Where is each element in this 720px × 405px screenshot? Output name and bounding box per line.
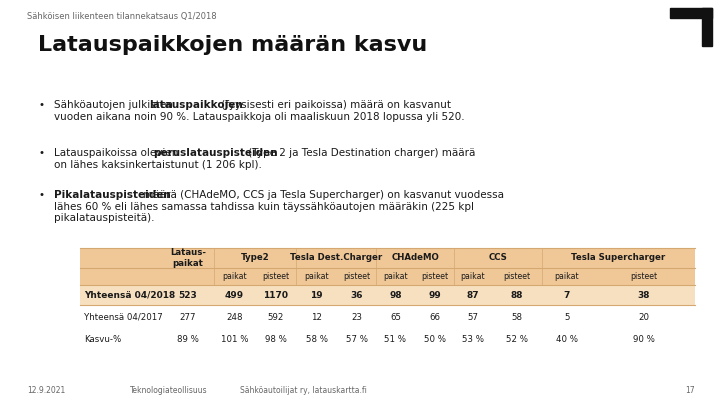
Text: määrä (CHAdeMO, CCS ja Tesla Supercharger) on kasvanut vuodessa: määrä (CHAdeMO, CCS ja Tesla Supercharge… xyxy=(140,190,505,200)
Text: 277: 277 xyxy=(180,313,197,322)
Text: pisteet: pisteet xyxy=(343,272,370,281)
Text: 5: 5 xyxy=(564,313,570,322)
Text: 17: 17 xyxy=(685,386,695,395)
Text: 1170: 1170 xyxy=(263,290,288,300)
Text: 88: 88 xyxy=(510,290,523,300)
Text: vuoden aikana noin 90 %. Latauspaikkoja oli maaliskuun 2018 lopussa yli 520.: vuoden aikana noin 90 %. Latauspaikkoja … xyxy=(54,112,464,122)
Text: 592: 592 xyxy=(267,313,284,322)
Text: 98 %: 98 % xyxy=(264,335,287,345)
Text: 66: 66 xyxy=(429,313,440,322)
Text: Lataus-
paikat: Lataus- paikat xyxy=(170,248,206,268)
Text: 50 %: 50 % xyxy=(423,335,446,345)
Text: 58: 58 xyxy=(511,313,523,322)
Text: lähes 60 % eli lähes samassa tahdissa kuin täyssähköautojen määräkin (225 kpl: lähes 60 % eli lähes samassa tahdissa ku… xyxy=(54,202,474,212)
Text: •: • xyxy=(38,190,44,200)
Text: 51 %: 51 % xyxy=(384,335,407,345)
Text: 57 %: 57 % xyxy=(346,335,367,345)
Text: Type2: Type2 xyxy=(240,254,269,262)
Text: 20: 20 xyxy=(638,313,649,322)
Bar xyxy=(670,8,712,18)
Text: CCS: CCS xyxy=(489,254,508,262)
Text: Latauspaikkojen määrän kasvu: Latauspaikkojen määrän kasvu xyxy=(38,35,427,55)
Text: 38: 38 xyxy=(637,290,649,300)
Bar xyxy=(80,285,695,305)
Text: Pikalatauspisteiden: Pikalatauspisteiden xyxy=(54,190,171,200)
Text: peruslatauspisteiden: peruslatauspisteiden xyxy=(153,148,278,158)
Text: Sähköautojen julkisten: Sähköautojen julkisten xyxy=(54,100,176,110)
Text: 98: 98 xyxy=(390,290,402,300)
Text: pikalatauspisteitä).: pikalatauspisteitä). xyxy=(54,213,155,223)
Bar xyxy=(80,248,695,285)
Text: 12.9.2021: 12.9.2021 xyxy=(27,386,66,395)
Text: 90 %: 90 % xyxy=(633,335,654,345)
Text: Sähköautoilijat ry, latauskartta.fi: Sähköautoilijat ry, latauskartta.fi xyxy=(240,386,367,395)
Text: 57: 57 xyxy=(467,313,479,322)
Text: Latauspaikoissa olevien: Latauspaikoissa olevien xyxy=(54,148,181,158)
Text: pisteet: pisteet xyxy=(421,272,448,281)
Text: Teknologiateollisuus: Teknologiateollisuus xyxy=(130,386,207,395)
Text: 65: 65 xyxy=(390,313,401,322)
Text: Kasvu-%: Kasvu-% xyxy=(84,335,121,345)
Bar xyxy=(702,8,712,46)
Text: 53 %: 53 % xyxy=(462,335,484,345)
Text: •: • xyxy=(38,100,44,110)
Text: on lähes kaksinkertaistunut (1 206 kpl).: on lähes kaksinkertaistunut (1 206 kpl). xyxy=(54,160,262,170)
Text: latauspaikkojen: latauspaikkojen xyxy=(150,100,243,110)
Text: 40 %: 40 % xyxy=(556,335,578,345)
Text: pisteet: pisteet xyxy=(262,272,289,281)
Text: Yhteensä 04/2018: Yhteensä 04/2018 xyxy=(84,290,175,300)
Text: CHAdeMO: CHAdeMO xyxy=(391,254,439,262)
Text: Sähköisen liikenteen tilannekatsaus Q1/2018: Sähköisen liikenteen tilannekatsaus Q1/2… xyxy=(27,12,217,21)
Text: 499: 499 xyxy=(225,290,244,300)
Text: 52 %: 52 % xyxy=(506,335,528,345)
Text: 87: 87 xyxy=(467,290,480,300)
Text: paikat: paikat xyxy=(304,272,329,281)
Text: paikat: paikat xyxy=(383,272,408,281)
Text: 7: 7 xyxy=(564,290,570,300)
Text: 12: 12 xyxy=(311,313,322,322)
Text: 99: 99 xyxy=(428,290,441,300)
Text: (Type 2 ja Tesla Destination charger) määrä: (Type 2 ja Tesla Destination charger) mä… xyxy=(245,148,475,158)
Text: 89 %: 89 % xyxy=(177,335,199,345)
Text: Tesla Supercharger: Tesla Supercharger xyxy=(572,254,665,262)
Text: •: • xyxy=(38,148,44,158)
Text: paikat: paikat xyxy=(554,272,580,281)
Text: paikat: paikat xyxy=(461,272,485,281)
Text: pisteet: pisteet xyxy=(630,272,657,281)
Text: Yhteensä 04/2017: Yhteensä 04/2017 xyxy=(84,313,163,322)
Text: 58 %: 58 % xyxy=(305,335,328,345)
Text: pisteet: pisteet xyxy=(503,272,531,281)
Text: 19: 19 xyxy=(310,290,323,300)
Text: 248: 248 xyxy=(226,313,243,322)
Text: Tesla Dest.Charger: Tesla Dest.Charger xyxy=(290,254,382,262)
Text: 101 %: 101 % xyxy=(221,335,248,345)
Text: 36: 36 xyxy=(350,290,363,300)
Text: paikat: paikat xyxy=(222,272,247,281)
Text: (fyysisesti eri paikoissa) määrä on kasvanut: (fyysisesti eri paikoissa) määrä on kasv… xyxy=(217,100,451,110)
Text: 23: 23 xyxy=(351,313,362,322)
Text: 523: 523 xyxy=(179,290,197,300)
